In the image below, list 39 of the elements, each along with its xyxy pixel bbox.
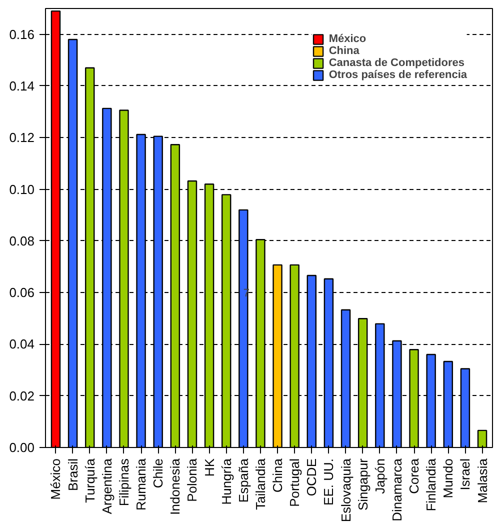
x-tick-label: México xyxy=(48,458,64,500)
x-tick-label: Portugal xyxy=(287,458,302,507)
x-tick-label: Japón xyxy=(372,458,388,494)
legend-label: México xyxy=(328,33,366,45)
y-tick-label: 0.00 xyxy=(9,440,35,455)
y-tick-label: 0.12 xyxy=(9,130,35,146)
y-tick-label: 0.04 xyxy=(9,336,35,352)
x-tick-label: OCDE xyxy=(304,458,320,496)
x-tick-label: Polonia xyxy=(184,458,200,502)
y-tick-label: 0.06 xyxy=(9,285,35,300)
x-tick-label: Dinamarca xyxy=(389,458,404,522)
y-tick-label: 0.10 xyxy=(9,182,35,197)
x-tick-label: EE. UU. xyxy=(321,458,336,506)
y-tick-label: 0.08 xyxy=(9,233,35,248)
x-tick-label: HK xyxy=(202,458,217,477)
x-tick-label: Mundo xyxy=(440,458,456,498)
x-tick-label: Argentina xyxy=(99,458,114,514)
x-tick-label: Rumania xyxy=(134,458,149,511)
y-tick-label: 0.14 xyxy=(9,78,35,94)
x-tick-label: Israel xyxy=(458,458,473,490)
x-tick-label: Tailandia xyxy=(252,458,268,510)
y-tick-label: 0.02 xyxy=(9,388,35,404)
x-tick-label: Turquía xyxy=(82,458,98,503)
legend-label: Canasta de Competidores xyxy=(328,57,465,69)
x-tick-label: Singapur xyxy=(355,458,370,511)
x-tick-label: Finlandia xyxy=(424,458,439,512)
y-tick-label: 0.16 xyxy=(9,26,35,42)
x-tick-label: Eslovaquia xyxy=(338,458,354,522)
x-tick-label: Chile xyxy=(150,458,166,488)
x-tick-label: Malasia xyxy=(474,458,490,504)
x-tick-label: Brasil xyxy=(65,458,80,492)
x-tick-label: Indonesia xyxy=(168,458,183,515)
legend-label: China xyxy=(328,45,360,57)
x-tick-label: España xyxy=(236,458,251,503)
x-tick-label: Corea xyxy=(406,458,422,494)
x-tick-label: China xyxy=(270,458,286,492)
legend-label: Otros países de referencia xyxy=(328,69,467,81)
x-tick-label: Filipinas xyxy=(116,458,132,506)
x-tick-label: Hungría xyxy=(218,458,234,505)
